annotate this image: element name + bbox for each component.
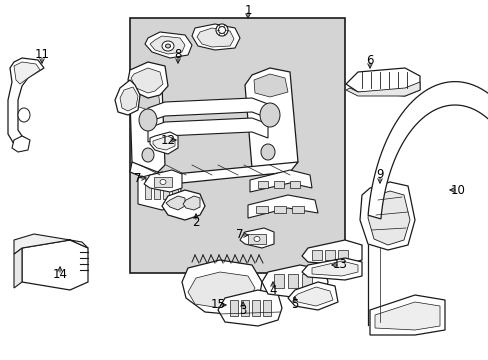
Polygon shape xyxy=(8,58,44,148)
Bar xyxy=(291,206,304,213)
Polygon shape xyxy=(311,261,357,276)
Polygon shape xyxy=(148,98,267,122)
Text: 12: 12 xyxy=(160,134,175,147)
Polygon shape xyxy=(262,265,327,298)
Text: 7: 7 xyxy=(134,171,142,184)
Bar xyxy=(163,179,169,199)
Polygon shape xyxy=(143,170,182,192)
Polygon shape xyxy=(14,234,88,254)
Ellipse shape xyxy=(218,27,225,33)
Polygon shape xyxy=(244,68,297,175)
Bar xyxy=(247,234,265,244)
Polygon shape xyxy=(130,82,164,175)
Polygon shape xyxy=(367,82,488,219)
Bar xyxy=(273,274,284,288)
Text: 8: 8 xyxy=(174,49,182,62)
Ellipse shape xyxy=(139,109,157,131)
Bar xyxy=(130,18,345,273)
Ellipse shape xyxy=(142,148,154,162)
Polygon shape xyxy=(145,32,192,58)
Bar xyxy=(251,300,260,316)
Polygon shape xyxy=(136,87,160,110)
Ellipse shape xyxy=(162,41,174,51)
Text: 3: 3 xyxy=(239,303,246,316)
Polygon shape xyxy=(162,190,204,220)
Text: 1: 1 xyxy=(244,4,251,17)
Polygon shape xyxy=(187,272,254,308)
Polygon shape xyxy=(287,282,337,310)
Bar xyxy=(241,300,248,316)
Polygon shape xyxy=(218,290,282,326)
Bar xyxy=(145,179,151,199)
Bar xyxy=(287,274,297,288)
Polygon shape xyxy=(128,62,168,98)
Ellipse shape xyxy=(253,237,260,242)
Ellipse shape xyxy=(165,44,170,48)
Polygon shape xyxy=(247,195,317,218)
Text: 15: 15 xyxy=(210,298,225,311)
Polygon shape xyxy=(369,295,444,335)
Polygon shape xyxy=(183,196,200,210)
Polygon shape xyxy=(22,240,88,290)
Polygon shape xyxy=(182,260,262,315)
Bar xyxy=(273,206,285,213)
Bar xyxy=(325,250,334,260)
Bar xyxy=(258,181,267,188)
Polygon shape xyxy=(148,118,267,142)
Polygon shape xyxy=(346,82,419,96)
Polygon shape xyxy=(153,136,175,150)
Bar xyxy=(302,274,311,288)
Text: 9: 9 xyxy=(375,168,383,181)
Ellipse shape xyxy=(216,24,227,36)
Polygon shape xyxy=(240,228,273,248)
Polygon shape xyxy=(292,287,332,306)
Bar xyxy=(154,179,160,199)
Text: 6: 6 xyxy=(366,54,373,67)
Polygon shape xyxy=(192,24,240,50)
Polygon shape xyxy=(130,162,297,185)
Text: 7: 7 xyxy=(236,229,243,242)
Polygon shape xyxy=(197,28,234,47)
Polygon shape xyxy=(165,196,184,210)
Polygon shape xyxy=(359,182,414,250)
Bar xyxy=(273,181,284,188)
Polygon shape xyxy=(120,87,138,111)
Polygon shape xyxy=(302,240,361,265)
Polygon shape xyxy=(346,68,419,96)
Polygon shape xyxy=(367,191,409,245)
Ellipse shape xyxy=(261,144,274,160)
Bar xyxy=(229,300,238,316)
Bar xyxy=(172,179,178,199)
Polygon shape xyxy=(302,258,361,280)
Text: 4: 4 xyxy=(269,284,276,297)
Polygon shape xyxy=(14,248,22,288)
Bar xyxy=(289,181,299,188)
Polygon shape xyxy=(374,302,439,330)
Bar xyxy=(154,177,172,187)
Text: 14: 14 xyxy=(52,269,67,282)
Polygon shape xyxy=(150,36,184,54)
Polygon shape xyxy=(14,62,40,84)
Polygon shape xyxy=(12,136,30,152)
Text: 10: 10 xyxy=(449,184,465,197)
Text: 2: 2 xyxy=(192,216,199,229)
Text: 11: 11 xyxy=(35,49,49,62)
Bar xyxy=(311,250,321,260)
Polygon shape xyxy=(115,80,140,115)
Polygon shape xyxy=(249,170,311,192)
Polygon shape xyxy=(150,132,178,154)
Polygon shape xyxy=(138,172,182,210)
Ellipse shape xyxy=(160,180,165,184)
Ellipse shape xyxy=(18,108,30,122)
Bar xyxy=(256,206,267,213)
Ellipse shape xyxy=(260,103,280,127)
Bar xyxy=(263,300,270,316)
Polygon shape xyxy=(131,68,163,93)
Polygon shape xyxy=(253,74,287,97)
Text: 13: 13 xyxy=(332,258,347,271)
Text: 5: 5 xyxy=(291,298,298,311)
Bar xyxy=(337,250,347,260)
